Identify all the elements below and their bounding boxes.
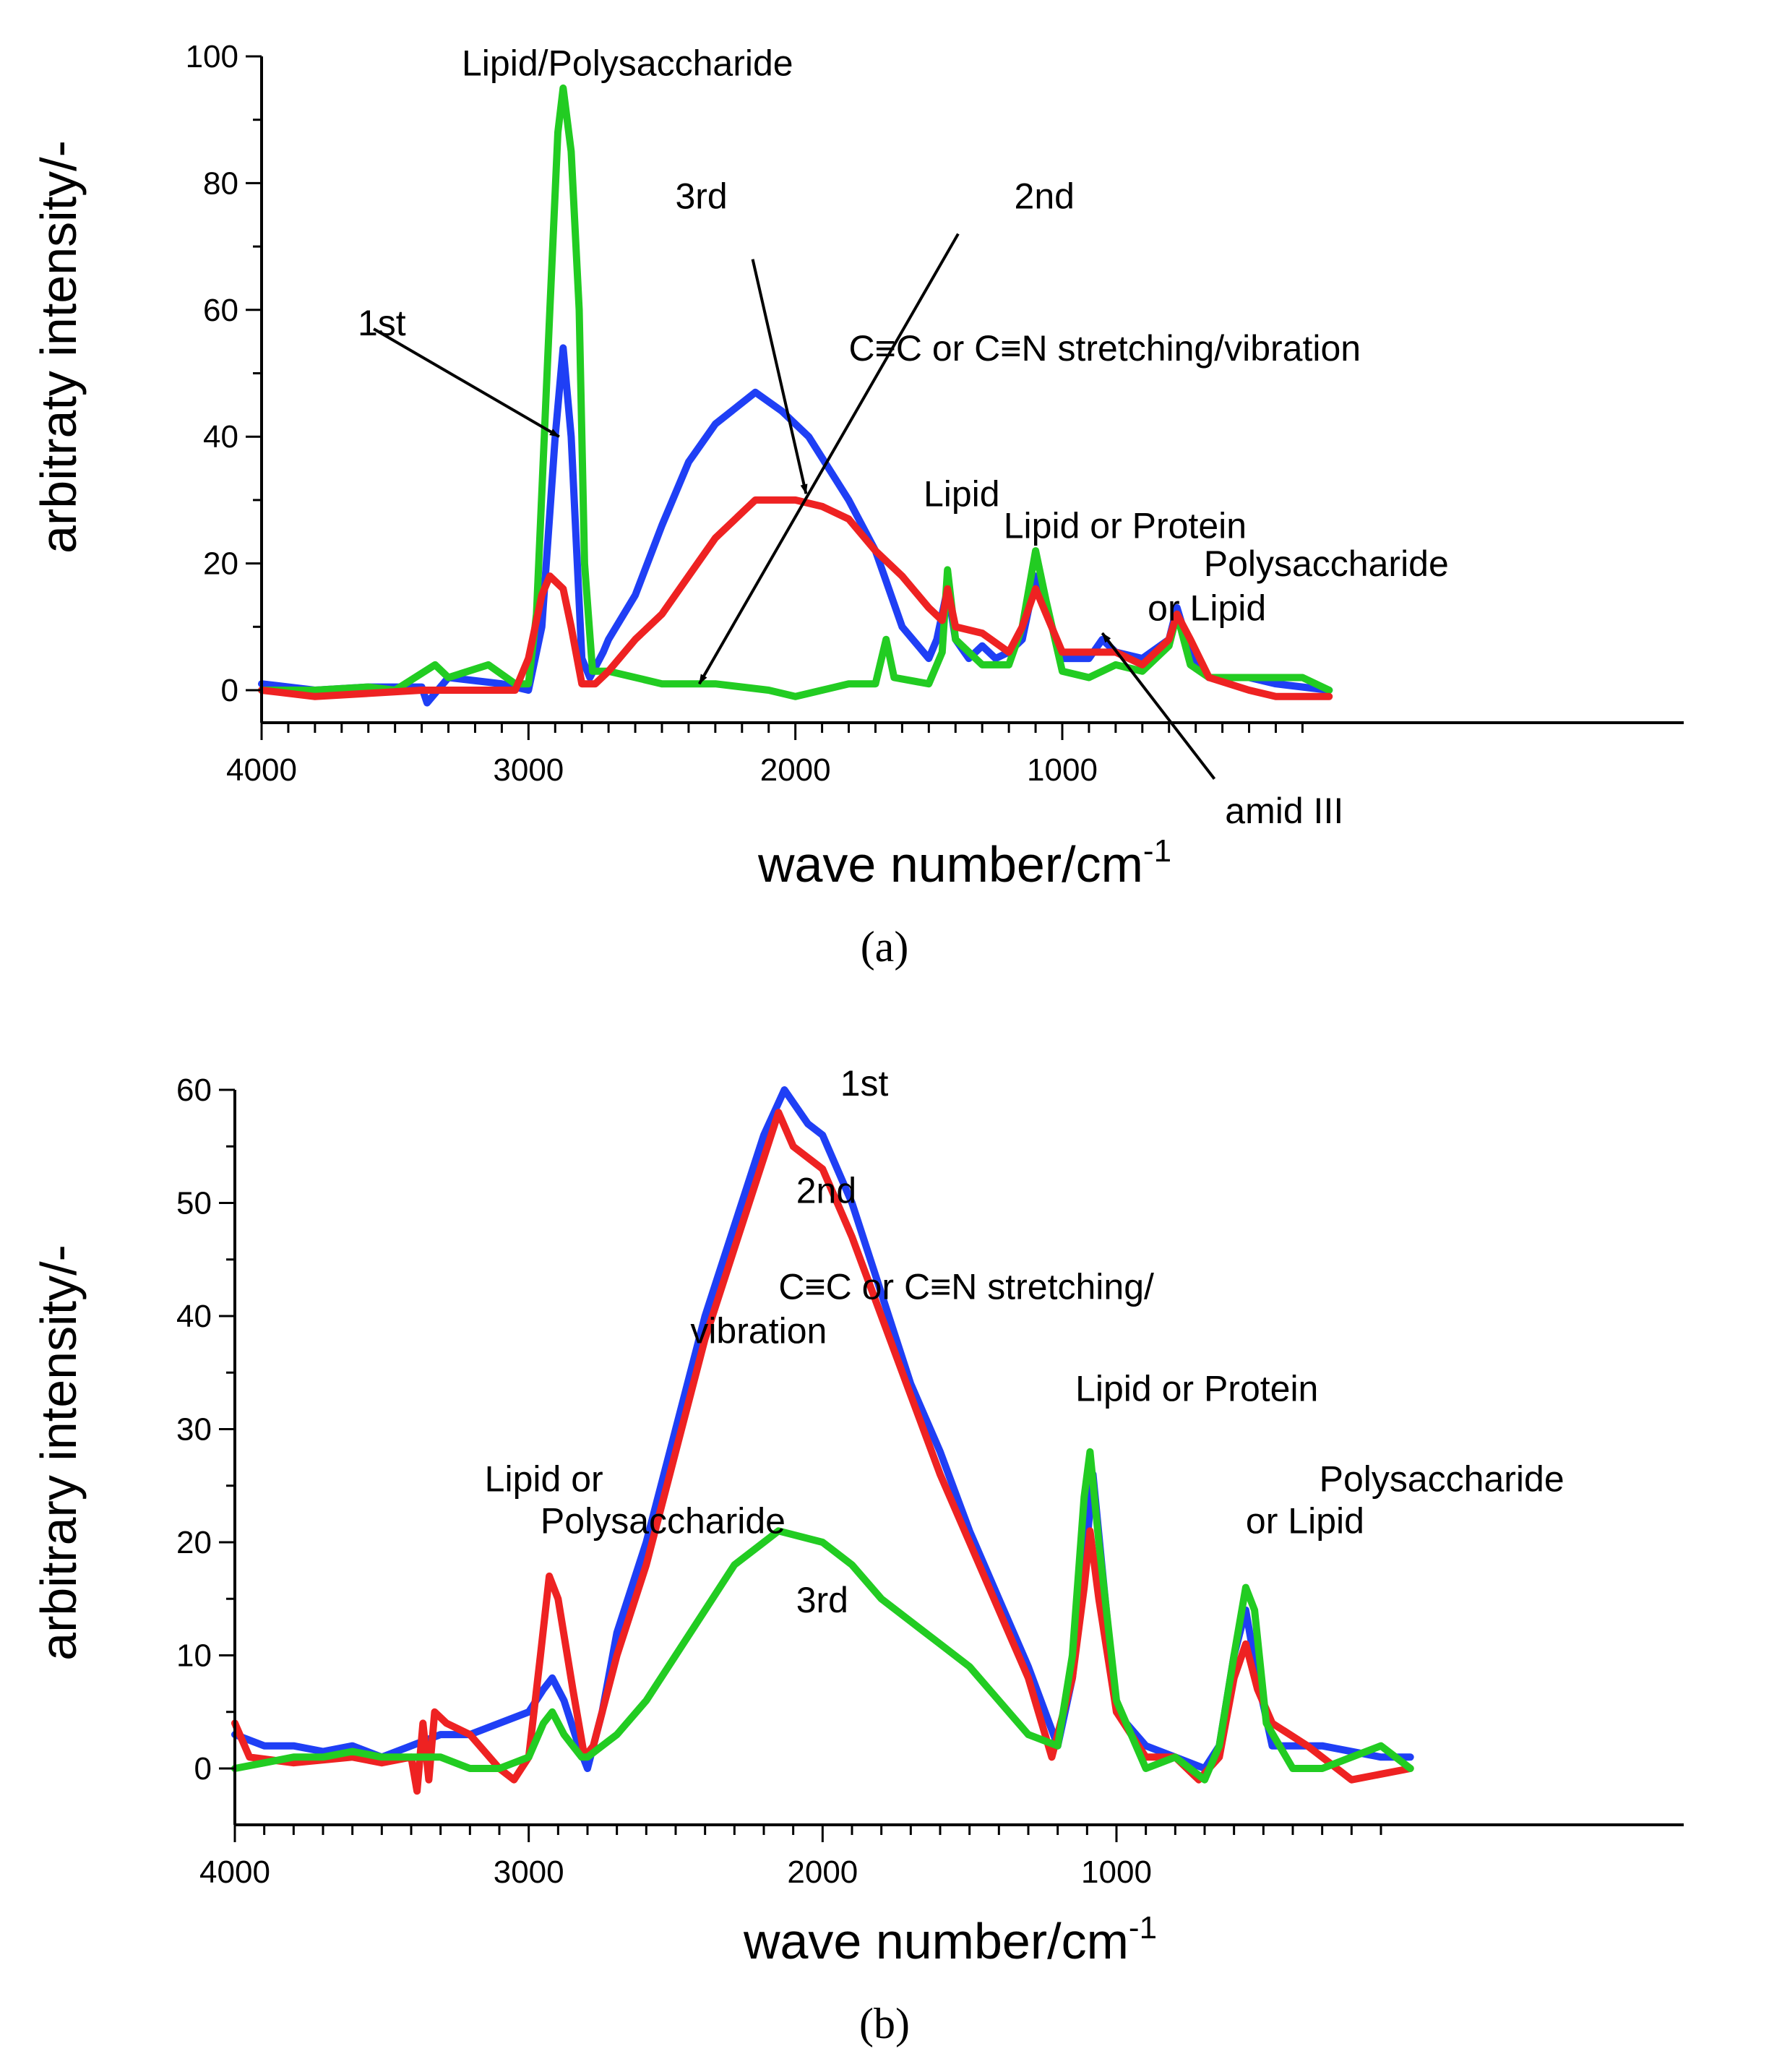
- panel-b-y-tick-label: 30: [176, 1412, 212, 1448]
- panel-a-annotations: Lipid/Polysaccharide 3rd 2nd 1st C≡C or C≡N …: [358, 43, 1449, 831]
- panel-a-y-tick-label: 80: [203, 165, 238, 201]
- panel-a-x-tick-label: 2000: [760, 752, 831, 788]
- panel-b-annotations: 1st 2nd C≡C or C≡N stretching/vibration Lip…: [485, 1063, 1564, 1620]
- panel-a-arrow-0: [373, 327, 560, 438]
- panel-a-x-tick-label: 4000: [226, 752, 297, 788]
- panel-b-label: (b): [859, 2000, 910, 2047]
- panel-b-x-tick-label: 1000: [1081, 1854, 1152, 1890]
- panel-b-series-group: [231, 1086, 1414, 1795]
- panel-b-x-tick-label: 4000: [199, 1854, 270, 1890]
- panel-b-annotation: or Lipid: [1246, 1500, 1364, 1541]
- panel-b-x-axis-title: wave number/cm-1: [743, 1910, 1157, 1969]
- panel-b-annotation: Lipid or Protein: [1075, 1368, 1318, 1409]
- panel-b-y-axis-title: arbitrary intensity/-: [30, 1245, 87, 1661]
- panel-b: 0 10 20 30 40 50 60 4000 3000 2000 1000 1st 2nd C≡C …: [30, 1063, 1684, 2047]
- panel-a-annotation: 1st: [358, 303, 406, 343]
- panel-a-annotation: 2nd: [1015, 176, 1075, 216]
- panel-a-axes: 0 20 40 60 80 100 4000 3000 2000 1000: [186, 39, 1684, 788]
- panel-a: 0 20 40 60 80 100 4000 3000 2000 1000 Lipid/Polys…: [30, 39, 1684, 971]
- panel-a-series-2nd: [258, 84, 1333, 700]
- panel-a-series-3rd: [258, 496, 1333, 700]
- panel-a-y-tick-label: 60: [203, 293, 238, 328]
- panel-a-annotation: or Lipid: [1148, 588, 1266, 629]
- panel-a-x-axis-title: wave number/cm-1: [757, 833, 1171, 893]
- panel-a-arrow-3: [1101, 632, 1216, 780]
- panel-b-y-tick-label: 60: [176, 1072, 212, 1108]
- panel-a-arrow-1: [751, 259, 808, 495]
- panel-b-annotation: vibration: [690, 1311, 827, 1351]
- panel-b-axes: 0 10 20 30 40 50 60 4000 3000 2000 1000: [176, 1072, 1684, 1890]
- panel-b-annotation: Lipid or: [485, 1459, 603, 1500]
- panel-a-annotation: Lipid: [924, 474, 1000, 515]
- panel-b-y-tick-label: 50: [176, 1186, 212, 1221]
- panel-a-x-tick-label: 1000: [1027, 752, 1098, 788]
- panel-b-y-tick-label: 20: [176, 1525, 212, 1560]
- panel-a-arrow-2: [697, 233, 960, 685]
- panel-a-x-tick-label: 3000: [493, 752, 564, 788]
- panel-a-y-tick-label: 100: [186, 39, 238, 74]
- panel-b-annotation: Polysaccharide: [1320, 1459, 1564, 1500]
- panel-b-series-2nd: [231, 1109, 1414, 1795]
- panel-b-annotation: 1st: [840, 1063, 889, 1104]
- panel-a-annotation: 3rd: [675, 176, 727, 216]
- panel-a-arrows-group: [373, 233, 1216, 780]
- panel-b-series-3rd: [231, 1448, 1414, 1784]
- panel-b-annotation: C≡C or C≡N stretching/: [778, 1267, 1154, 1307]
- panel-a-y-tick-label: 20: [203, 546, 238, 582]
- panel-b-annotation: 3rd: [796, 1580, 848, 1620]
- panel-a-y-tick-label: 0: [221, 673, 238, 708]
- panel-b-x-tick-label: 3000: [494, 1854, 564, 1890]
- panel-a-annotation: Lipid or Protein: [1004, 506, 1247, 546]
- panel-b-y-tick-label: 0: [194, 1751, 212, 1787]
- panel-b-y-tick-label: 10: [176, 1638, 212, 1674]
- panel-a-annotation: C≡C or C≡N stretching/vibration: [849, 328, 1361, 369]
- panel-a-annotation: Polysaccharide: [1204, 543, 1449, 584]
- panel-b-series-1st: [231, 1086, 1414, 1772]
- panel-b-x-tick-label: 2000: [787, 1854, 858, 1890]
- panel-a-y-axis-title: arbitraty intensity/-: [30, 140, 87, 554]
- panel-a-y-tick-label: 40: [203, 419, 238, 455]
- panel-a-label: (a): [861, 923, 909, 971]
- panel-a-annotation: Lipid/Polysaccharide: [462, 43, 793, 83]
- panel-b-annotation: 2nd: [796, 1171, 856, 1211]
- panel-b-y-tick-label: 40: [176, 1299, 212, 1334]
- panel-a-annotation: amid III: [1225, 791, 1343, 831]
- panel-b-annotation: Polysaccharide: [541, 1500, 785, 1541]
